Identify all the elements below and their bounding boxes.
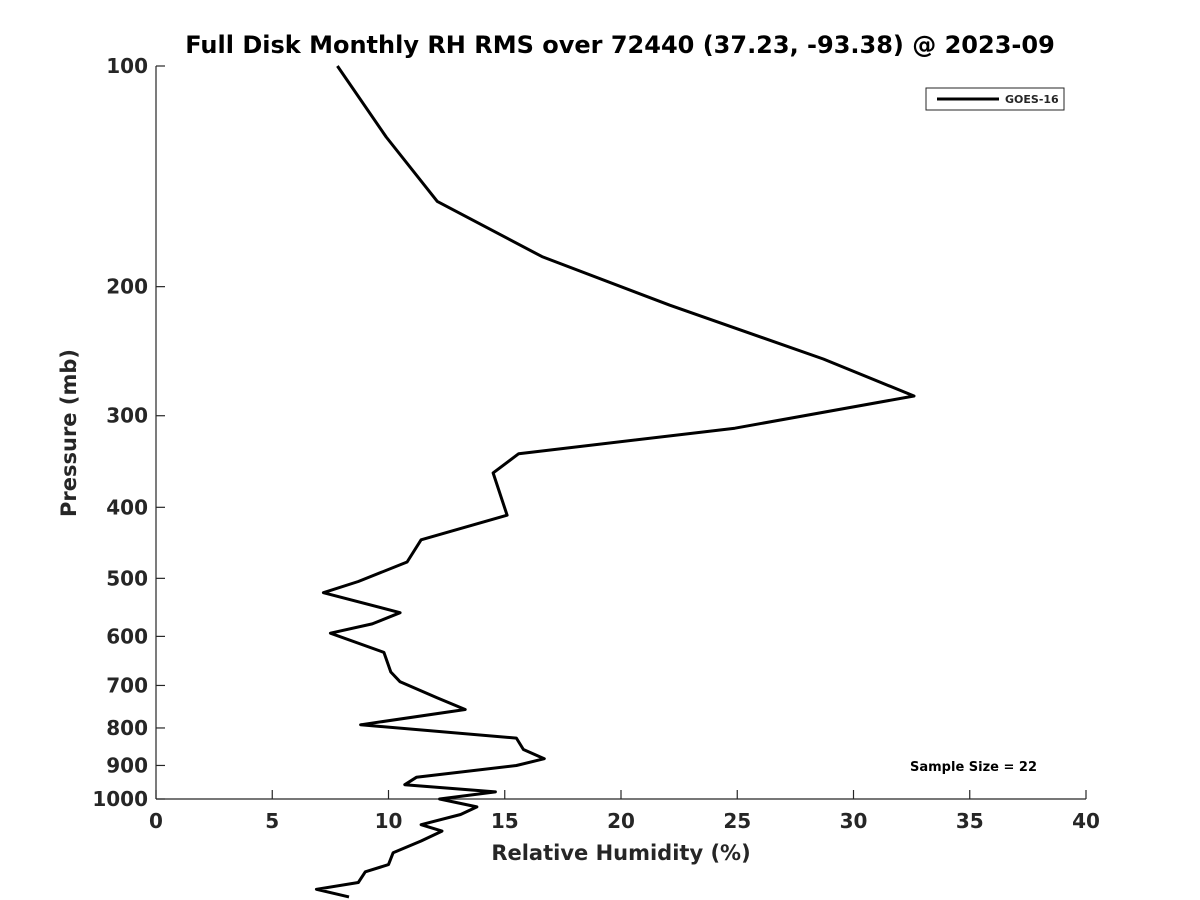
series-line	[314, 65, 916, 899]
y-ticks: 100 200 300 400 500 600 700 800 900 1000	[92, 54, 165, 811]
legend: GOES-16	[925, 87, 1065, 111]
x-tick-label: 40	[1072, 809, 1100, 833]
y-tick-label: 1000	[92, 787, 148, 811]
y-tick-label: 400	[106, 495, 148, 519]
legend-entry-label: GOES-16	[1005, 93, 1059, 106]
y-tick-label: 100	[106, 54, 148, 78]
y-tick-label: 600	[106, 624, 148, 648]
y-tick-label: 900	[106, 753, 148, 777]
x-axis-label: Relative Humidity (%)	[491, 841, 750, 865]
x-tick-label: 20	[607, 809, 635, 833]
axes	[155, 66, 1086, 800]
x-tick-label: 15	[491, 809, 519, 833]
series-layer	[314, 65, 916, 899]
x-tick-label: 30	[840, 809, 868, 833]
y-tick-label: 800	[106, 716, 148, 740]
x-tick-label: 10	[375, 809, 403, 833]
y-tick-label: 200	[106, 275, 148, 299]
x-ticks: 0 5 10 15 20 25 30 35 40	[149, 790, 1100, 833]
sample-size-annotation: Sample Size = 22	[910, 760, 1037, 775]
x-tick-label: 35	[956, 809, 984, 833]
y-axis-label: Pressure (mb)	[57, 349, 81, 517]
chart-title: Full Disk Monthly RH RMS over 72440 (37.…	[185, 31, 1055, 59]
x-tick-label: 25	[723, 809, 751, 833]
x-tick-label: 0	[149, 809, 163, 833]
y-tick-label: 500	[106, 566, 148, 590]
y-tick-label: 300	[106, 404, 148, 428]
y-tick-label: 700	[106, 673, 148, 697]
x-tick-label: 5	[265, 809, 279, 833]
